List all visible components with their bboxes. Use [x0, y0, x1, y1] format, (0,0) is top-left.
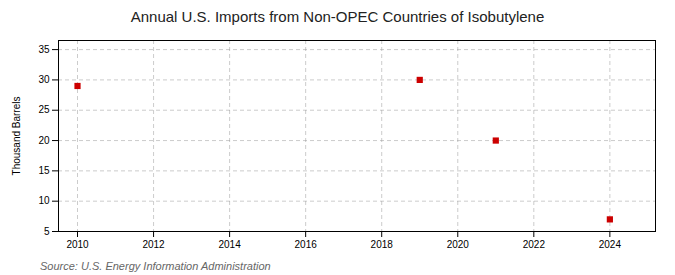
svg-text:15: 15 [38, 165, 50, 176]
svg-text:2010: 2010 [66, 239, 89, 250]
svg-text:2014: 2014 [218, 239, 241, 250]
svg-text:5: 5 [44, 226, 50, 237]
html-text:Annual U.S. Imports from Non-O: Annual U.S. Imports from Non-OPEC Countr… [130, 8, 545, 25]
svg-text:10: 10 [38, 195, 50, 206]
svg-text:2012: 2012 [142, 239, 165, 250]
svg-text:2024: 2024 [599, 239, 622, 250]
svg-text:2018: 2018 [371, 239, 394, 250]
svg-text:2016: 2016 [295, 239, 318, 250]
html-text:Source: U.S. Energy Informatio: Source: U.S. Energy Information Administ… [40, 260, 271, 272]
svg-text:Thousand Barrels: Thousand Barrels [11, 97, 22, 176]
svg-text:20: 20 [38, 135, 50, 146]
svg-text:35: 35 [38, 44, 50, 55]
svg-text:2020: 2020 [447, 239, 470, 250]
svg-text:30: 30 [38, 74, 50, 85]
svg-text:25: 25 [38, 104, 50, 115]
svg-text:2022: 2022 [523, 239, 546, 250]
